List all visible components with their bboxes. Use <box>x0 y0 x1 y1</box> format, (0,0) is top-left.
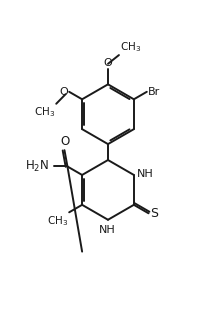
Text: CH$_3$: CH$_3$ <box>34 105 55 118</box>
Text: NH: NH <box>99 225 115 235</box>
Text: CH$_3$: CH$_3$ <box>120 40 141 54</box>
Text: NH: NH <box>137 169 154 179</box>
Text: O: O <box>59 87 68 97</box>
Text: H$_2$N: H$_2$N <box>25 159 50 174</box>
Text: S: S <box>150 207 158 220</box>
Text: Br: Br <box>148 87 160 97</box>
Text: CH$_3$: CH$_3$ <box>47 214 68 228</box>
Text: O: O <box>104 58 112 68</box>
Text: O: O <box>61 135 70 148</box>
